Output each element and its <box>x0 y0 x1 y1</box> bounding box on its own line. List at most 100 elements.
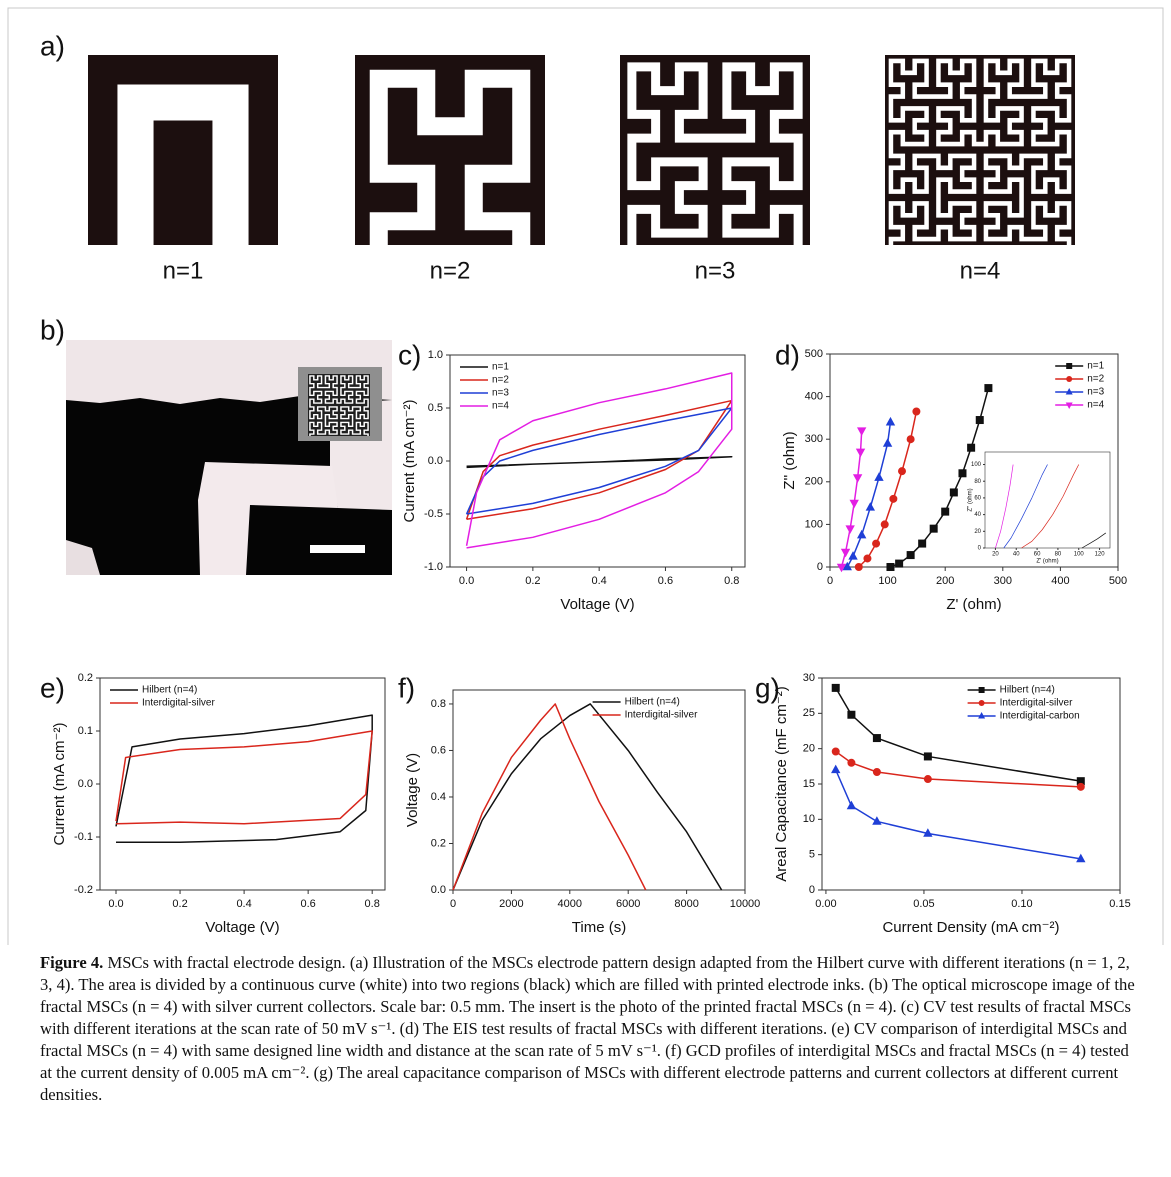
y-tick-label: 0.8 <box>431 698 446 710</box>
chart: 20 40 60 80 100 120 0 20 40 60 80 100 Z' (ohm) Z'' (o… <box>968 451 1111 565</box>
panel-label: c) <box>398 339 421 370</box>
marker <box>898 467 906 476</box>
y-tick-label: -1.0 <box>424 561 443 573</box>
legend-label: Interdigital-carbon <box>1000 711 1080 722</box>
y-tick-label: -0.5 <box>424 508 443 520</box>
x-tick-label: 0.4 <box>592 575 607 587</box>
y-tick-label: 60 <box>974 495 981 501</box>
x-tick-label: 20 <box>992 552 999 558</box>
x-tick-label: 0.8 <box>724 575 739 587</box>
legend-label: n=3 <box>1087 387 1104 398</box>
marker <box>882 438 893 447</box>
marker <box>912 407 921 416</box>
x-tick-label: 500 <box>1109 575 1127 587</box>
x-tick-label: 0 <box>450 898 456 910</box>
x-tick-label: 2000 <box>499 898 523 910</box>
legend-label: n=4 <box>1087 400 1104 411</box>
plot-frame <box>99 677 386 891</box>
series-line <box>858 411 918 568</box>
series-line <box>465 399 733 521</box>
legend-label: Interdigital-silver <box>625 710 698 721</box>
y-tick-label: 0 <box>809 884 815 896</box>
legend-label: Interdigital-silver <box>1000 698 1073 709</box>
marker <box>854 563 863 571</box>
x-tick-label: 0 <box>827 575 833 587</box>
y-tick-label: 0.6 <box>431 744 446 756</box>
y-tick-label: 1.0 <box>428 349 443 361</box>
y-tick-label: 300 <box>805 433 823 445</box>
marker <box>846 800 857 810</box>
panel-label: f) <box>398 672 415 703</box>
pattern-label: n=1 <box>163 257 204 284</box>
y-tick-label: 0.0 <box>431 884 446 896</box>
x-tick-label: 4000 <box>558 898 582 910</box>
x-tick-label: 0.6 <box>300 898 315 910</box>
marker <box>941 507 950 516</box>
marker <box>847 710 856 719</box>
y-tick-label: 0.0 <box>428 455 443 467</box>
x-tick-label: 120 <box>1095 552 1106 558</box>
y-tick-label: 0.0 <box>78 778 93 790</box>
y-axis-label: Current (mA cm⁻²) <box>401 400 418 523</box>
series-line <box>115 730 373 825</box>
marker <box>840 548 851 558</box>
marker <box>865 502 876 511</box>
marker <box>845 525 855 534</box>
pattern-curve <box>888 58 1072 245</box>
marker <box>831 764 841 774</box>
marker <box>1076 853 1086 863</box>
series-line <box>890 387 990 568</box>
chart: 0.00 0.05 0.10 0.15 0 5 10 15 20 25 30 Current Dens… <box>773 672 1131 936</box>
pattern-square <box>620 55 810 245</box>
scale-bar <box>310 545 365 553</box>
series-line <box>835 769 1081 860</box>
marker <box>895 559 904 568</box>
x-tick-label: 300 <box>994 575 1012 587</box>
figure-caption: Figure 4. MSCs with fractal electrode de… <box>40 952 1140 1106</box>
y-tick-label: 0.4 <box>431 791 446 803</box>
series-line <box>835 750 1081 788</box>
x-tick-label: 6000 <box>616 898 640 910</box>
y-axis-label: Areal Capacitance (mF cm⁻²) <box>773 686 790 881</box>
y-axis-label: Z'' (ohm) <box>968 488 974 511</box>
chart: 0 2000 4000 6000 8000 10000 0.0 0.2 0.4 0.6 0.8 Tim… <box>404 689 760 936</box>
x-tick-label: 200 <box>936 575 954 587</box>
legend-marker <box>1065 402 1073 409</box>
marker <box>906 435 915 444</box>
marker <box>923 775 932 784</box>
y-tick-label: 0.1 <box>78 725 93 737</box>
series-line <box>115 714 373 844</box>
marker <box>872 816 882 825</box>
figure: n=1 n=2 n=3 n=4 a)b)c) d)e) f) g)0.0 0.2 0.4 0.6 0… <box>7 7 1164 945</box>
image-inset-pattern <box>308 374 370 436</box>
chart: 0.0 0.2 0.4 0.6 0.8 -1.0 -0.5 0.0 0.5 1.0 Voltage … <box>401 349 746 613</box>
legend-marker <box>978 687 985 693</box>
x-tick-label: 0.8 <box>365 898 380 910</box>
marker <box>1076 782 1085 791</box>
marker <box>923 752 932 761</box>
marker <box>848 551 858 560</box>
y-tick-label: 20 <box>803 743 815 755</box>
y-tick-label: 40 <box>974 512 981 518</box>
y-tick-label: -0.1 <box>74 831 93 843</box>
marker <box>849 499 859 509</box>
marker <box>949 488 958 497</box>
y-tick-label: 500 <box>805 348 823 360</box>
pattern-square <box>88 55 278 245</box>
hilbert-patterns: n=1 n=2 n=3 n=4 <box>88 55 1075 284</box>
microscope-image <box>66 340 392 575</box>
plot-frame <box>984 451 1111 549</box>
x-tick-label: 100 <box>1074 552 1085 558</box>
marker <box>889 494 898 503</box>
x-tick-label: 0.00 <box>815 898 836 910</box>
marker <box>880 520 889 529</box>
x-tick-label: 100 <box>878 575 896 587</box>
x-tick-label: 0.05 <box>913 898 934 910</box>
panel-label: d) <box>775 339 800 370</box>
marker <box>852 474 863 483</box>
x-tick-label: 80 <box>1055 552 1062 558</box>
x-tick-label: 0.2 <box>525 575 540 587</box>
x-tick-label: 8000 <box>674 898 698 910</box>
y-tick-label: 100 <box>805 518 823 530</box>
